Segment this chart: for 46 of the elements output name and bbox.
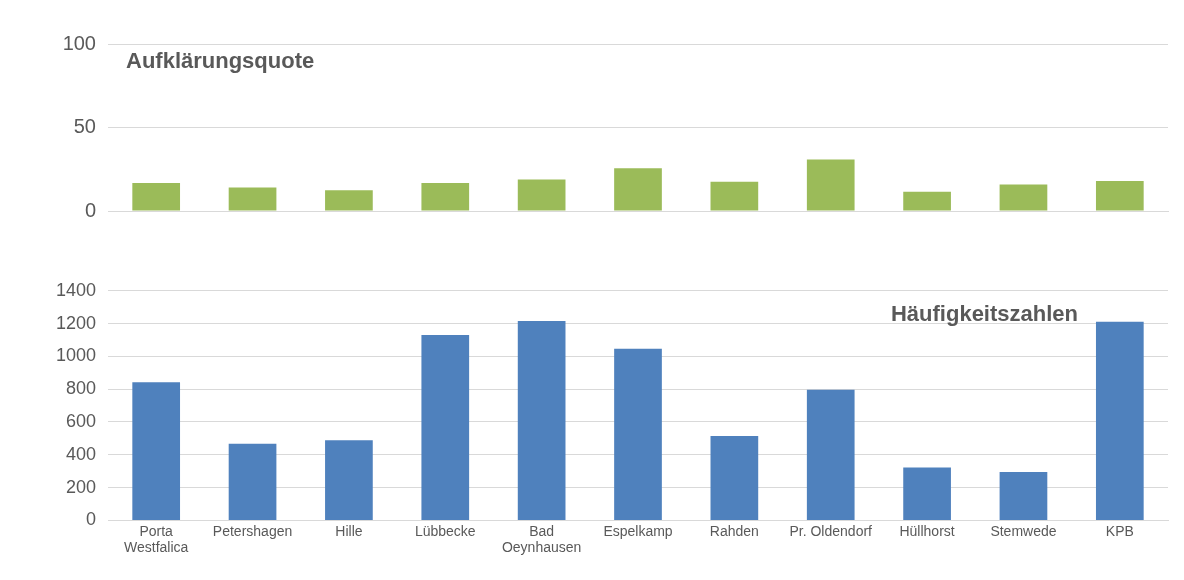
bar <box>517 320 566 520</box>
y-tick-label: 400 <box>65 443 96 464</box>
x-tick-label: Stemwede <box>990 522 1057 539</box>
bar <box>325 440 373 520</box>
bar <box>228 187 277 211</box>
y-tick-label: 100 <box>62 31 96 54</box>
y-tick-label: 1000 <box>55 345 96 366</box>
bar <box>903 191 951 211</box>
y-tick-label: 800 <box>65 378 96 399</box>
y-tick-label: 1200 <box>55 312 96 333</box>
y-tick-label: 600 <box>65 410 96 431</box>
bar <box>132 382 181 520</box>
x-tick-label: KPB <box>1105 522 1134 539</box>
bar <box>999 472 1048 520</box>
bar <box>614 348 662 520</box>
y-tick-label: 0 <box>85 509 96 530</box>
bar <box>421 183 470 211</box>
x-tick-label: Porta Westfalica <box>124 522 189 556</box>
x-tick-label: Petershagen <box>212 522 293 539</box>
x-tick-label: Espelkamp <box>603 522 673 539</box>
bar <box>517 179 566 211</box>
x-tick-label: Rahden <box>709 522 759 539</box>
x-tick-label: Hüllhorst <box>899 522 955 539</box>
bar <box>1095 181 1144 211</box>
x-tick-label: Bad Oeynhausen <box>501 522 582 556</box>
bar <box>228 443 277 520</box>
text: Häufigkeitszahlen <box>890 300 1078 326</box>
bar <box>710 181 759 211</box>
y-tick-label: 50 <box>73 115 96 138</box>
bar <box>325 190 373 211</box>
bar <box>1095 321 1144 520</box>
bar <box>903 467 951 520</box>
y-tick-label: 200 <box>65 476 96 497</box>
bar <box>806 389 855 520</box>
bar <box>806 159 855 211</box>
x-tick-label: Lübbecke <box>414 522 476 539</box>
x-tick-label: Pr. Oldendorf <box>789 522 873 539</box>
y-tick-label: 1400 <box>55 279 96 300</box>
bar <box>132 183 181 211</box>
bar <box>999 184 1048 211</box>
bar <box>710 435 759 520</box>
y-tick-label: 0 <box>84 198 96 221</box>
bar <box>614 168 662 211</box>
chart-title: Aufklärungsquote <box>126 48 315 74</box>
x-tick-label: Hille <box>335 522 363 539</box>
bar <box>421 335 470 520</box>
